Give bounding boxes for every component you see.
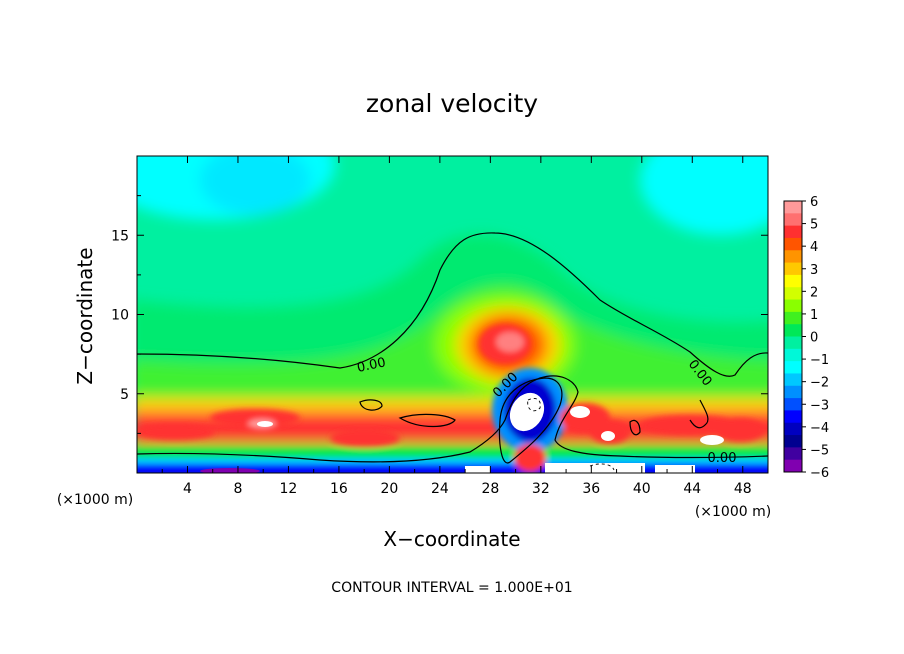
contour-label-left: 0.00 [356, 355, 387, 376]
colorbar: 6 5 4 3 2 1 0 −1 −2 −3 −4 −5 −6 [783, 195, 829, 481]
colorbar-tick-label: 0 [810, 331, 818, 346]
colorbar-swatch [784, 299, 802, 313]
x-tick-label: 4 [183, 481, 192, 497]
x-tick-label: 44 [683, 481, 701, 497]
colorbar-swatch [784, 336, 802, 350]
dashed-contour-a [527, 397, 541, 412]
zero-contour-lower [137, 375, 768, 463]
x-tick-label: 24 [431, 481, 449, 497]
x-unit-right: (×1000 m) [695, 504, 771, 520]
colorbar-swatch [784, 348, 802, 362]
colorbar-tick-label: 2 [810, 285, 818, 300]
colorbar-tick-label: 3 [810, 263, 818, 278]
colorbar-tick-label: −3 [810, 398, 829, 413]
x-tick-label: 36 [582, 481, 600, 497]
dashed-contour-b [589, 463, 615, 471]
field-white-d [257, 421, 273, 427]
x-tick-label: 40 [633, 481, 651, 497]
x-tick-label: 48 [734, 481, 752, 497]
colorbar-swatch [784, 324, 802, 337]
x-tick-label: 12 [280, 481, 298, 497]
field-lljet-center [330, 429, 400, 447]
colorbar-swatch [784, 447, 802, 461]
field-white-b [601, 431, 615, 441]
field-white-lobe [509, 392, 545, 432]
field-lljet-mid [210, 409, 300, 427]
colorbar-tick-label: 5 [810, 218, 818, 233]
zero-contour-patch-b [398, 413, 456, 428]
contour-label-bottom: 0.00 [708, 451, 737, 466]
chart-title: zonal velocity [366, 89, 538, 118]
zero-contour-patch-a [359, 399, 383, 411]
colorbar-swatch [784, 250, 802, 264]
colorbar-swatch [784, 422, 802, 436]
field-surface-blue [137, 464, 768, 473]
field-upper-right-cyan [640, 156, 768, 235]
colorbar-swatch [784, 262, 802, 276]
colorbar-swatch [784, 237, 802, 251]
colorbar-tick-label: −5 [810, 443, 829, 458]
colorbar-swatch [784, 311, 802, 325]
field-patch-d [715, 418, 765, 442]
velocity-field [137, 156, 768, 473]
colorbar-tick-label: 1 [810, 308, 818, 323]
colorbar-swatch [784, 287, 802, 301]
x-axis-label: X−coordinate [383, 527, 520, 551]
colorbar-tick-label: 6 [810, 195, 818, 210]
colorbar-tick-label: −1 [810, 353, 829, 368]
colorbar-swatch [784, 213, 802, 227]
field-white-surface-b [545, 463, 645, 473]
field-jet-max [496, 332, 524, 352]
colorbar-swatch [784, 274, 802, 288]
y-tick-label: 5 [120, 387, 129, 403]
field-white-surface-a [465, 466, 490, 473]
x-axis-ticks: 4 8 12 16 20 24 28 32 36 40 44 48 [161, 156, 752, 497]
colorbar-swatch [784, 385, 802, 399]
colorbar-swatch [784, 459, 802, 473]
y-tick-label: 10 [111, 308, 129, 324]
colorbar-swatch [784, 410, 802, 424]
colorbar-swatch [784, 398, 802, 411]
colorbar-tick-label: −4 [810, 421, 829, 436]
contour-interval: CONTOUR INTERVAL = 1.000E+01 [331, 580, 572, 596]
y-axis-label: Z−coordinate [73, 247, 97, 384]
zero-contour-patch-d [689, 399, 709, 429]
field-white-c [700, 435, 724, 445]
zero-contour-patch-c [629, 419, 641, 436]
x-tick-label: 28 [481, 481, 499, 497]
field-white-a [570, 406, 590, 418]
colorbar-tick-label: −6 [810, 466, 829, 481]
x-unit-left: (×1000 m) [57, 492, 133, 508]
colorbar-swatch [784, 373, 802, 387]
x-tick-label: 20 [380, 481, 398, 497]
x-tick-label: 8 [233, 481, 242, 497]
colorbar-tick-label: 4 [810, 240, 818, 255]
field-lljet-left [137, 424, 215, 440]
x-tick-label: 32 [532, 481, 550, 497]
field-upper-core [200, 156, 310, 215]
field-purple-surface [200, 468, 260, 473]
zero-contour-lobe [498, 377, 563, 464]
colorbar-tick-label: −2 [810, 376, 829, 391]
field-surface-cyan [137, 458, 768, 466]
colorbar-swatch [784, 435, 802, 448]
zero-contour-upper [137, 232, 768, 377]
x-tick-label: 16 [330, 481, 348, 497]
colorbar-swatch [784, 361, 802, 374]
field-white-surface-c [655, 465, 695, 473]
colorbar-swatch [784, 201, 802, 214]
colorbar-swatch [784, 225, 802, 239]
y-axis-ticks: 5 10 15 [111, 195, 768, 434]
y-tick-label: 15 [111, 228, 129, 244]
field-patch-c [514, 444, 546, 472]
